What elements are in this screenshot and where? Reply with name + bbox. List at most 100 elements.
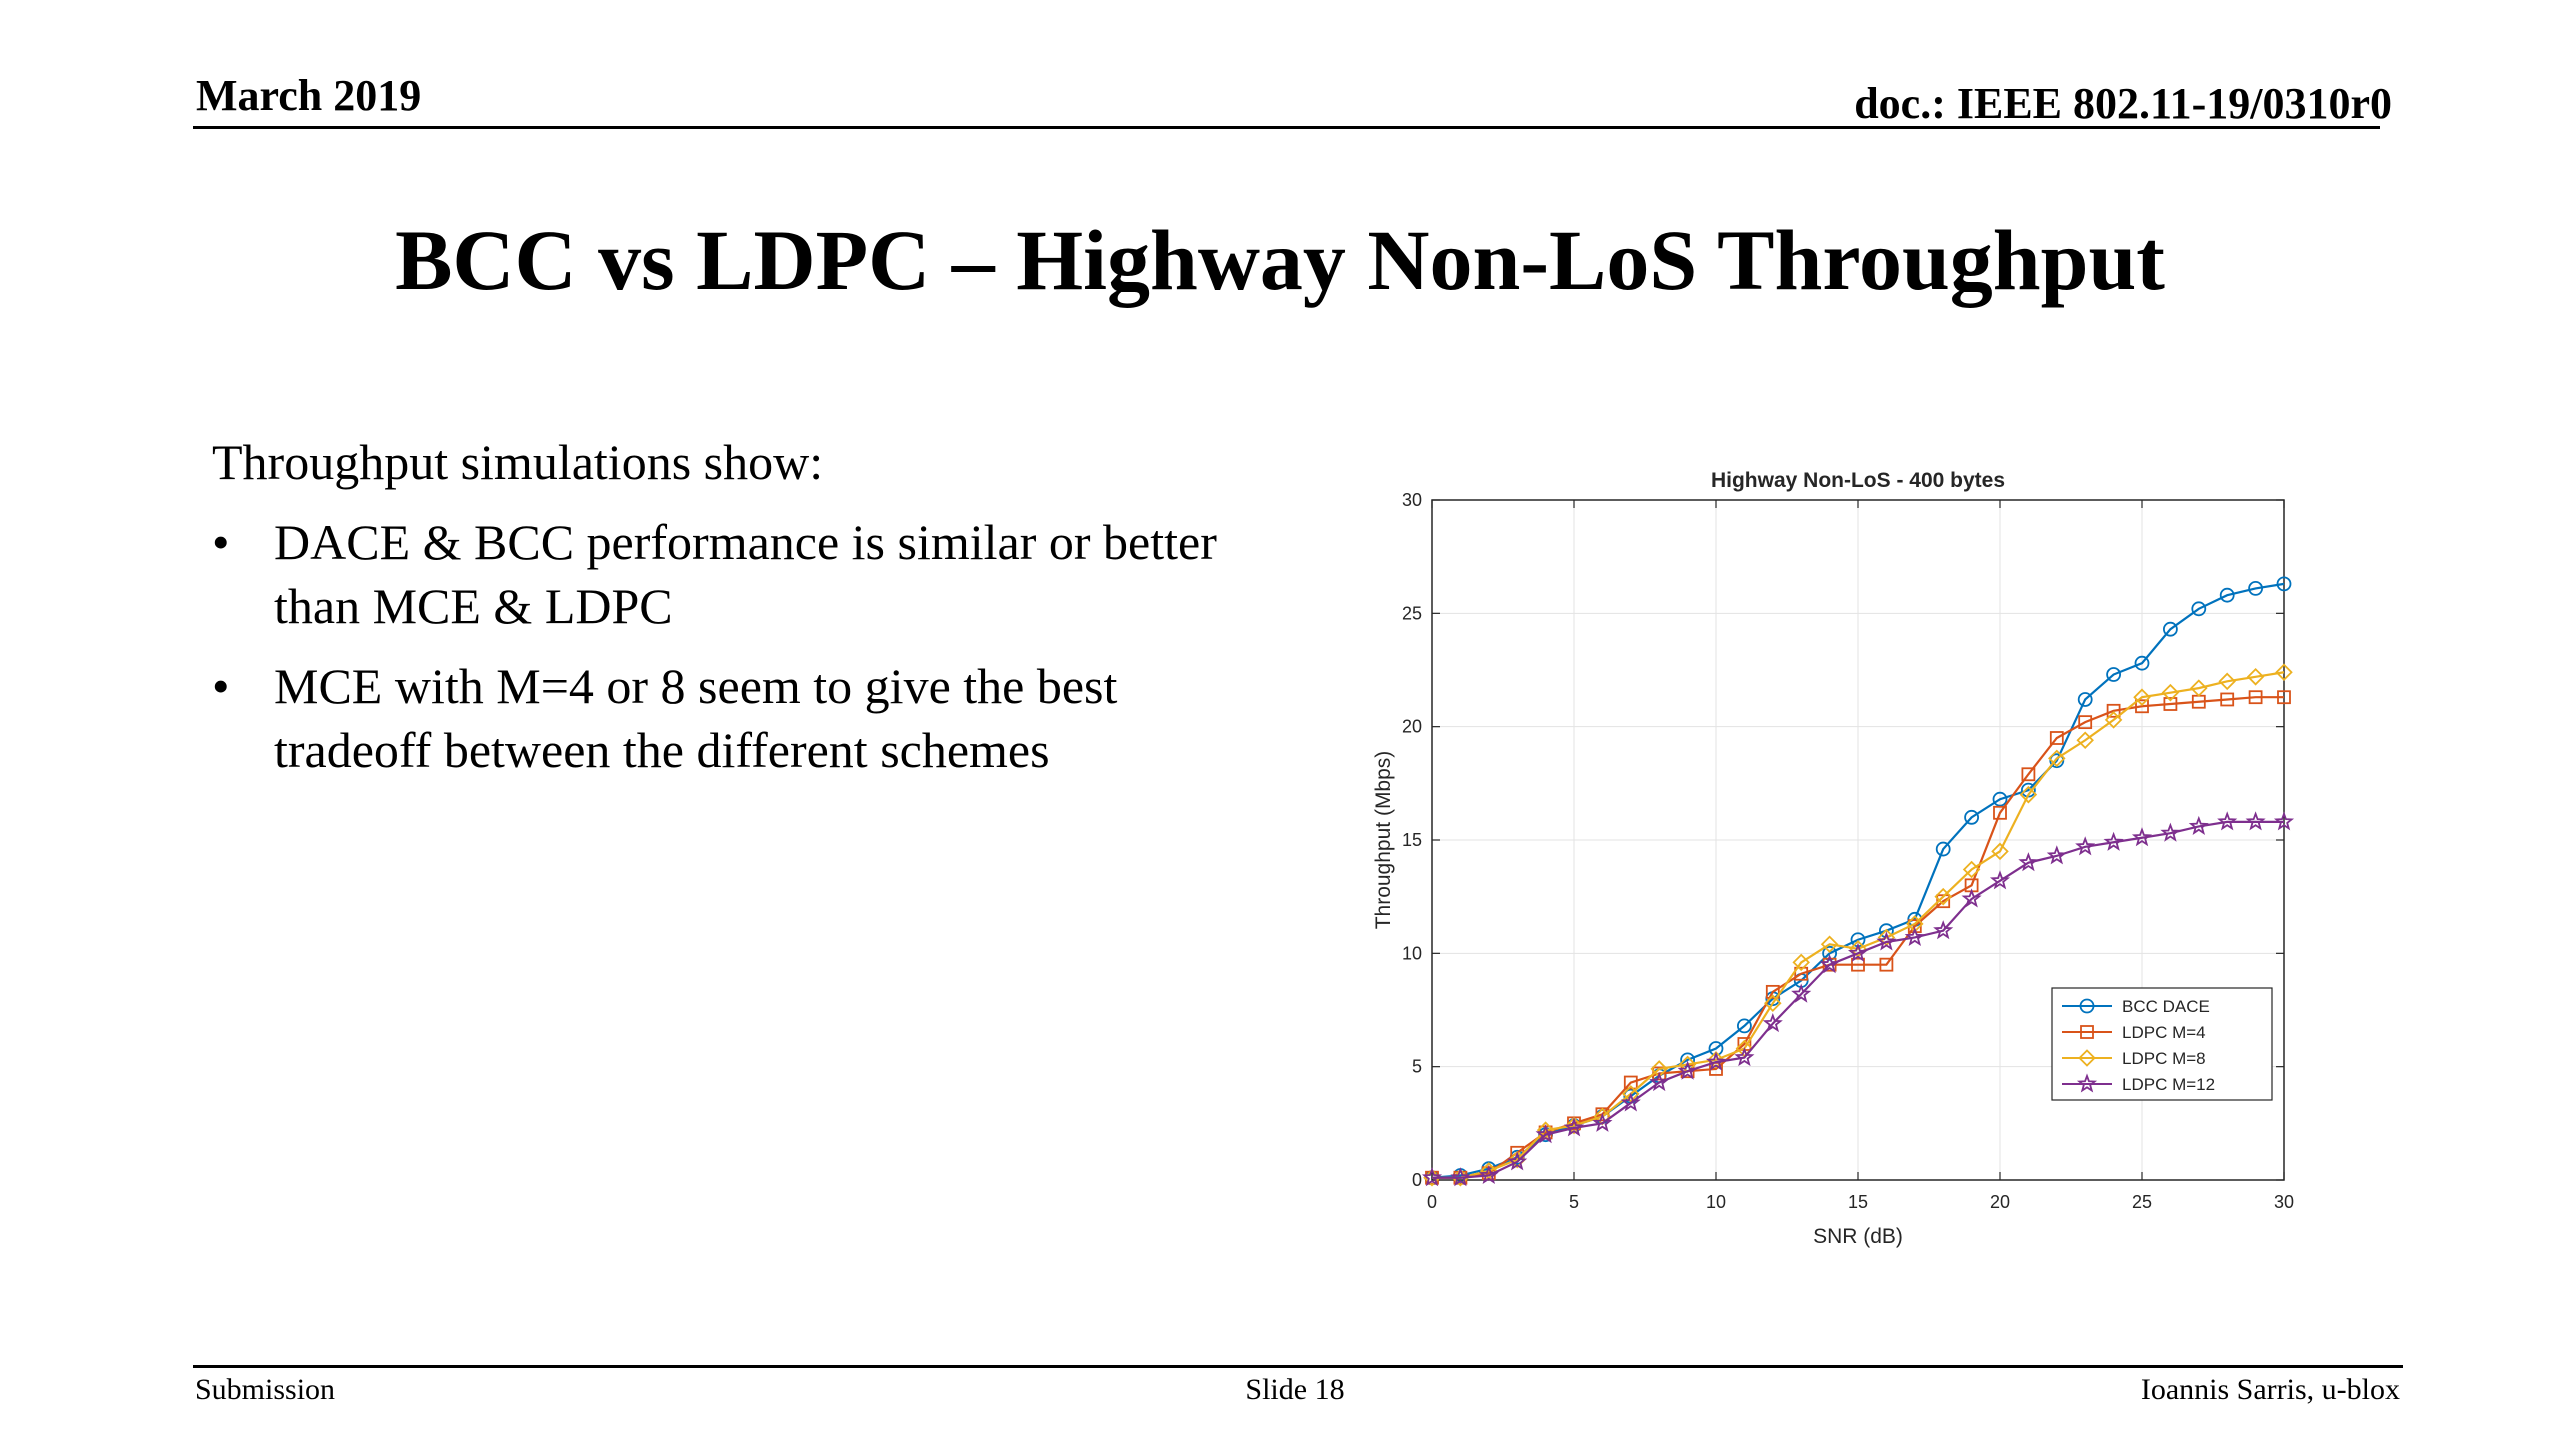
- data-point: [1962, 860, 1981, 879]
- data-point: [1765, 984, 1780, 999]
- throughput-chart: 0 5 10 15 20 25 30 0 5 10 15 20 25 30 Highway Non-LoS…: [1360, 460, 2320, 1280]
- chart-legend: BCC DACE LDPC M=4 LDPC M=8 LDPC M=12: [2051, 987, 2273, 1101]
- x-tick-label: 20: [1990, 1192, 2010, 1212]
- data-point: [1876, 931, 1897, 951]
- header-date: March 2019: [196, 71, 422, 120]
- data-point: [1478, 1164, 1499, 1185]
- x-tick-label: 25: [2132, 1192, 2152, 1212]
- data-point: [2106, 667, 2121, 682]
- data-point: [1794, 966, 1809, 981]
- data-point: [2049, 731, 2064, 745]
- data-point: [1851, 957, 1865, 972]
- data-point: [1904, 926, 1925, 947]
- data-point: [1991, 842, 2009, 861]
- x-tick-label: 30: [2274, 1192, 2294, 1212]
- legend-marker: [2078, 1049, 2096, 1067]
- data-point: [1762, 1013, 1783, 1033]
- data-point: [1705, 1051, 1727, 1071]
- data-point: [2106, 703, 2121, 718]
- data-point: [2046, 845, 2067, 865]
- series-lines: [1421, 576, 2295, 1187]
- data-point: [2077, 692, 2093, 707]
- legend-marker: [2076, 1073, 2098, 1093]
- data-point: [2021, 767, 2036, 782]
- header-divider: [193, 126, 2380, 129]
- data-point: [1507, 1151, 1528, 1171]
- data-point: [1992, 791, 2008, 807]
- data-point: [1620, 1092, 1641, 1112]
- data-point: [2135, 699, 2149, 714]
- data-point: [2104, 711, 2123, 729]
- legend-entry: BCC DACE: [2062, 997, 2210, 1016]
- footer-divider: [193, 1365, 2403, 1368]
- bullet-item: • MCE with M=4 or 8 seem to give the best…: [212, 654, 1252, 782]
- data-point: [1935, 841, 1951, 857]
- legend-label: BCC DACE: [2122, 997, 2210, 1016]
- chart-title: Highway Non-LoS - 400 bytes: [1711, 469, 2005, 492]
- data-point: [2273, 811, 2295, 831]
- data-point: [2076, 731, 2094, 750]
- data-point: [2188, 815, 2209, 835]
- footer-submission: Submission: [195, 1373, 336, 1406]
- data-point: [1993, 805, 2007, 820]
- data-point: [2275, 663, 2293, 682]
- data-point: [1734, 1047, 1755, 1067]
- y-tick-label: 10: [1402, 943, 1422, 963]
- data-point: [1680, 1052, 1696, 1068]
- data-point: [2161, 683, 2180, 702]
- data-point: [2133, 688, 2151, 706]
- data-point: [2248, 580, 2263, 596]
- y-tick-label: 0: [1412, 1170, 1422, 1190]
- y-tick-label: 30: [1402, 490, 1422, 510]
- y-tick-label: 15: [1402, 830, 1422, 850]
- y-tick-label: 5: [1412, 1057, 1422, 1077]
- data-point: [1989, 870, 2011, 890]
- data-point: [1791, 983, 1812, 1003]
- x-tick-label: 10: [1706, 1192, 1726, 1212]
- data-point: [1934, 887, 1952, 906]
- data-point: [1822, 945, 1838, 961]
- axis-ticks: 0 5 10 15 20 25 30 0 5 10 15 20 25 30: [1402, 490, 2294, 1212]
- data-point: [2018, 852, 2039, 872]
- data-point: [1736, 1018, 1752, 1034]
- bullet-list: • DACE & BCC performance is similar or be…: [212, 510, 1252, 782]
- bullet-icon: •: [212, 658, 230, 714]
- data-point: [2103, 831, 2124, 851]
- series-line: [1432, 696, 2284, 1179]
- data-point: [2131, 827, 2153, 847]
- data-point: [1421, 1167, 1443, 1187]
- series-line: [1432, 671, 2285, 1179]
- data-point: [2191, 601, 2207, 617]
- data-point: [2160, 822, 2181, 842]
- data-point: [1565, 1116, 1583, 1135]
- bullet-item: • DACE & BCC performance is similar or be…: [212, 510, 1252, 638]
- data-point: [2163, 621, 2178, 637]
- data-point: [2219, 587, 2235, 603]
- y-axis-label: Throughput (Mbps): [1372, 751, 1395, 930]
- data-point: [2075, 836, 2096, 856]
- data-point: [2019, 785, 2038, 804]
- data-point: [2220, 692, 2235, 707]
- data-point: [1847, 942, 1869, 962]
- data-point: [2245, 811, 2266, 831]
- legend-entry: LDPC M=4: [2062, 1023, 2206, 1042]
- data-point: [2134, 655, 2150, 671]
- data-point: [1961, 888, 1982, 908]
- y-tick-label: 25: [1402, 603, 1422, 623]
- data-point: [1592, 1112, 1613, 1132]
- series-4: [1421, 811, 2295, 1187]
- data-point: [1819, 954, 1840, 974]
- data-point: [1563, 1117, 1585, 1137]
- legend-marker: [2079, 998, 2095, 1014]
- footer-author: Ioannis Sarris, u-blox: [2140, 1373, 2400, 1406]
- series-line: [1432, 820, 2284, 1179]
- data-point: [2218, 672, 2236, 691]
- data-point: [2276, 576, 2292, 592]
- legend-label: LDPC M=8: [2122, 1049, 2206, 1068]
- data-point: [2248, 690, 2263, 705]
- slide-title: BCC vs LDPC – Highway Non-LoS Throughput: [395, 212, 2165, 308]
- data-point: [2078, 715, 2093, 730]
- data-point: [1649, 1071, 1670, 1092]
- legend-entry: LDPC M=12: [2062, 1073, 2215, 1094]
- data-point: [2163, 697, 2178, 711]
